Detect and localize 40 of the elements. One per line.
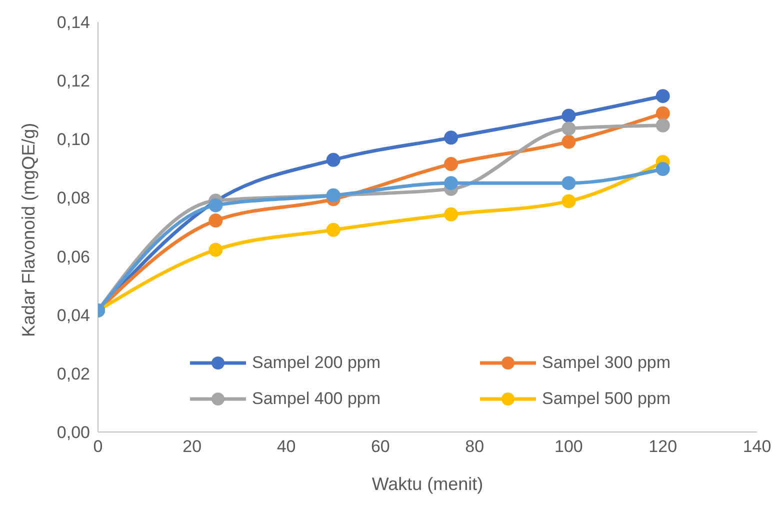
x-tick-label: 40 xyxy=(276,437,296,456)
point xyxy=(326,152,340,167)
y-tick-label: 0,04 xyxy=(56,306,90,325)
point xyxy=(656,89,670,104)
legend-label: Sampel 200 ppm xyxy=(252,353,381,373)
point xyxy=(656,118,670,132)
point xyxy=(208,242,223,257)
legend-label: Sampel 400 ppm xyxy=(252,389,381,409)
x-tick-label: 20 xyxy=(182,437,202,456)
point xyxy=(444,130,458,145)
y-tick-label: 0,08 xyxy=(56,188,90,208)
y-axis-title: Kadar Flavonoid (mgQE/g) xyxy=(18,122,38,337)
legend-label: Sampel 500 ppm xyxy=(542,389,671,409)
x-tick-label: 0 xyxy=(93,437,103,456)
point xyxy=(562,122,576,136)
point xyxy=(326,222,340,237)
point xyxy=(208,198,223,212)
x-tick-label: 100 xyxy=(554,437,583,456)
x-axis-title: Waktu (menit) xyxy=(372,474,484,494)
y-tick-label: 0,10 xyxy=(56,130,90,150)
y-tick-label: 0,14 xyxy=(56,13,90,32)
point xyxy=(562,134,576,149)
y-tick-label: 0,00 xyxy=(56,423,90,442)
y-tick-label: 0,12 xyxy=(56,72,90,91)
y-tick-label: 0,06 xyxy=(56,247,90,266)
x-tick-label: 80 xyxy=(465,437,484,456)
point xyxy=(656,106,670,120)
point xyxy=(562,194,576,208)
point xyxy=(562,108,576,123)
point xyxy=(562,176,576,190)
point xyxy=(656,162,670,176)
x-tick-label: 120 xyxy=(648,437,678,456)
point xyxy=(444,157,458,172)
x-tick-label: 60 xyxy=(370,437,390,456)
point xyxy=(208,214,223,228)
point xyxy=(444,176,458,190)
y-tick-label: 0,02 xyxy=(56,364,90,384)
x-tick-label: 140 xyxy=(742,437,772,456)
point xyxy=(444,207,458,222)
legend-label: Sampel 300 ppm xyxy=(542,353,671,373)
